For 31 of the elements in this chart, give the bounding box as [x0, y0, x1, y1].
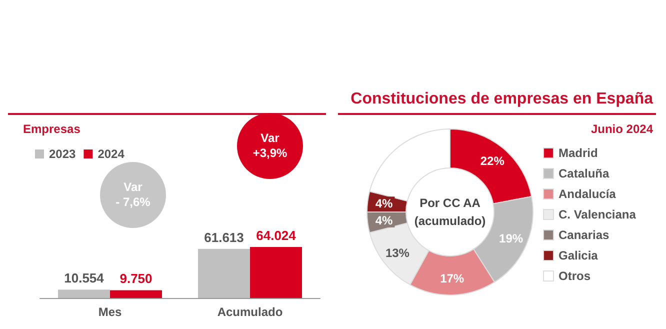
- legend-label: Galicia: [558, 248, 598, 262]
- chart-subtitle: Junio 2024: [590, 122, 654, 136]
- circle-badge: Var +3,9%: [237, 113, 303, 179]
- legend-label: Cataluña: [558, 166, 610, 180]
- data-label: 4%: [375, 196, 394, 211]
- legend-label: 2023: [49, 147, 76, 161]
- data-label: 61.613: [204, 230, 244, 245]
- data-label: 64.024: [256, 228, 297, 243]
- data-label: 13%: [385, 246, 410, 260]
- legend-label: Otros: [558, 269, 591, 283]
- text: Por CC AA (acumulado): [414, 196, 486, 228]
- x-tick-label: Mes: [98, 305, 122, 319]
- legend-label: Madrid: [558, 146, 598, 160]
- legend-label: 2024: [98, 147, 125, 161]
- legend-label: Canarias: [558, 228, 610, 242]
- data-label: 19%: [499, 231, 524, 246]
- data-label: 17%: [440, 271, 464, 286]
- data-label: 10.554: [64, 270, 105, 286]
- chart-title: Empresas: [23, 122, 81, 136]
- chart-title: Constituciones de empresas en España: [350, 90, 654, 108]
- bar: [58, 290, 110, 298]
- legend-label: Andalucía: [558, 187, 616, 201]
- data-label: 9.750: [120, 271, 152, 286]
- bar: [198, 248, 250, 298]
- circle-badge: Var - 7,6%: [100, 162, 166, 228]
- bar: [110, 290, 162, 298]
- data-label: 4%: [375, 213, 394, 228]
- bar: [250, 247, 302, 298]
- data-label: 22%: [480, 154, 505, 168]
- legend-label: C. Valenciana: [558, 208, 636, 222]
- x-tick-label: Acumulado: [217, 305, 283, 319]
